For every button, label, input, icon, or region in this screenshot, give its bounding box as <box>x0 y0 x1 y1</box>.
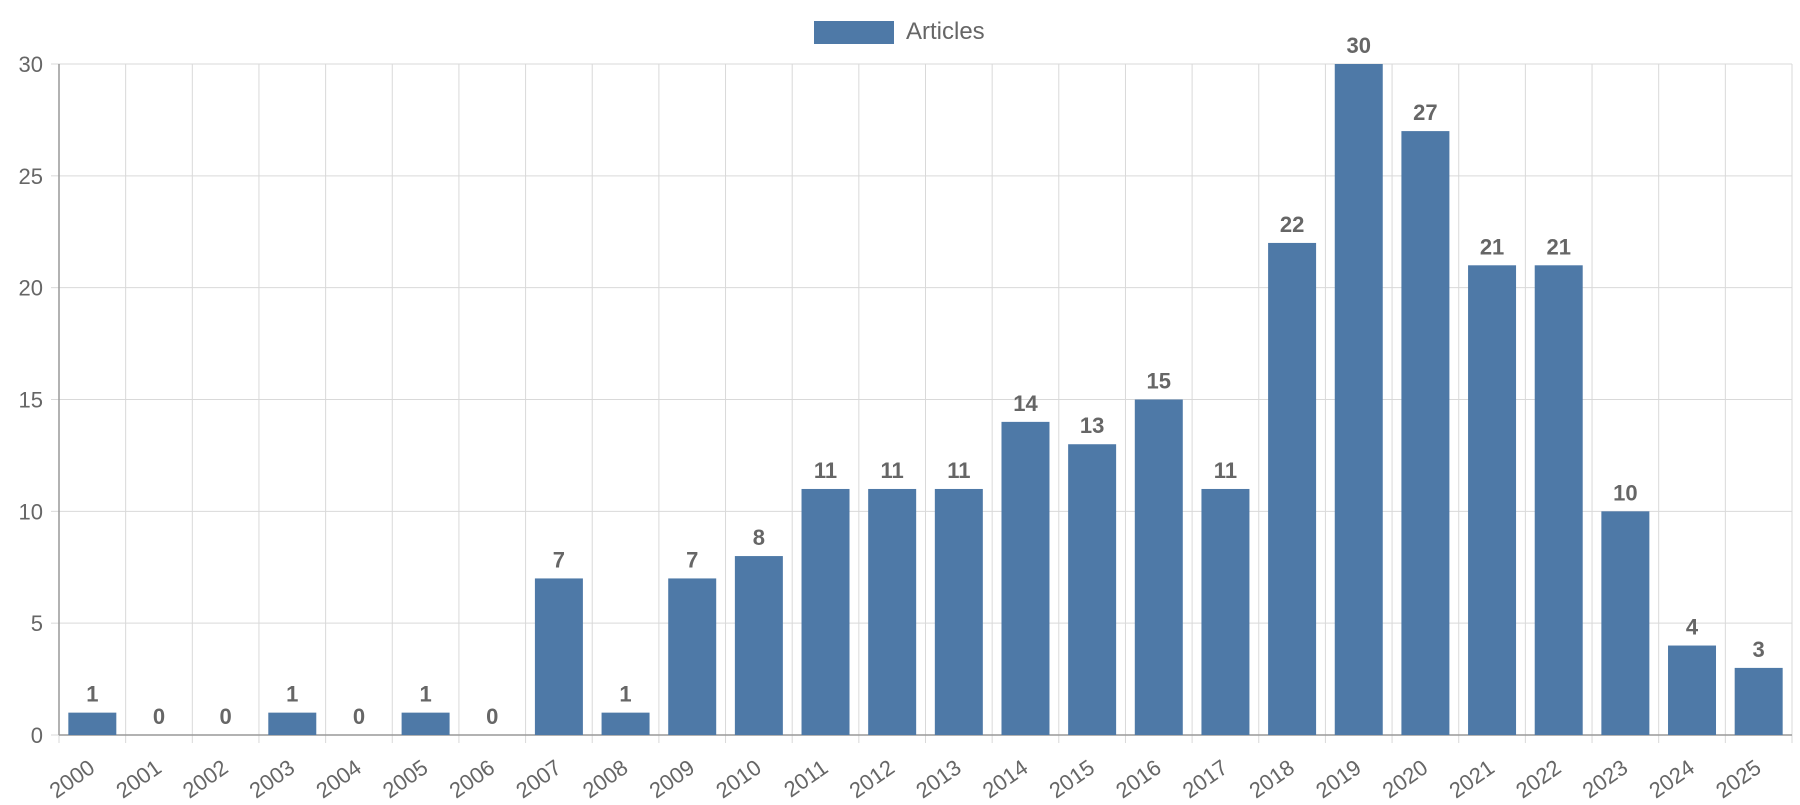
bar-2011 <box>801 488 850 735</box>
bar-2010 <box>734 556 783 735</box>
x-tick-label-2011: 2011 <box>779 755 832 800</box>
bar-2023 <box>1601 511 1650 735</box>
bar-2007 <box>534 578 583 735</box>
data-label-2002: 0 <box>220 704 232 729</box>
data-label-2004: 0 <box>353 704 365 729</box>
x-tick-label-2002: 2002 <box>178 755 232 800</box>
y-tick-label: 10 <box>19 499 43 524</box>
grid-layer <box>51 63 1793 743</box>
x-tick-label-2016: 2016 <box>1111 755 1165 800</box>
data-label-2022: 21 <box>1546 234 1570 259</box>
legend: Articles <box>814 18 985 45</box>
data-label-2013: 11 <box>947 458 970 483</box>
bar-2014 <box>1001 421 1050 735</box>
data-label-2008: 1 <box>619 682 631 707</box>
y-tick-label: 20 <box>19 276 43 301</box>
bar-2025 <box>1734 667 1783 735</box>
legend-label-articles: Articles <box>906 18 985 45</box>
y-tick-label: 5 <box>31 611 43 636</box>
data-label-2001: 0 <box>153 704 165 729</box>
data-label-2015: 13 <box>1080 413 1104 438</box>
y-tick-label: 30 <box>19 52 43 77</box>
bar-2021 <box>1468 265 1517 735</box>
legend-swatch-articles <box>814 21 894 44</box>
data-label-2006: 0 <box>486 704 498 729</box>
x-tick-label-2018: 2018 <box>1245 755 1299 800</box>
y-tick-label: 0 <box>31 723 43 748</box>
data-label-2017: 11 <box>1214 458 1237 483</box>
x-tick-label-2001: 2001 <box>111 755 165 800</box>
x-tick-label-2014: 2014 <box>978 755 1032 800</box>
bar-2008 <box>601 712 650 735</box>
x-tick-label-2015: 2015 <box>1045 755 1099 800</box>
x-tick-label-2012: 2012 <box>845 755 899 800</box>
x-tick-label-2010: 2010 <box>711 755 765 800</box>
data-label-2014: 14 <box>1013 391 1038 416</box>
bar-2018 <box>1268 242 1317 735</box>
data-label-2023: 10 <box>1613 480 1637 505</box>
x-tick-label-2017: 2017 <box>1178 755 1232 800</box>
x-tick-label-2023: 2023 <box>1578 755 1632 800</box>
bar-2013 <box>934 488 983 735</box>
bar-2024 <box>1668 645 1717 735</box>
data-label-2021: 21 <box>1480 234 1504 259</box>
bar-2005 <box>401 712 450 735</box>
data-label-2019: 30 <box>1347 33 1371 58</box>
x-tick-label-2009: 2009 <box>645 755 699 800</box>
x-tick-label-2013: 2013 <box>911 755 965 800</box>
x-tick-label-2025: 2025 <box>1711 755 1765 800</box>
bar-2019 <box>1334 64 1383 735</box>
y-tick-label: 15 <box>19 388 43 413</box>
data-label-2020: 27 <box>1413 100 1437 125</box>
data-label-2009: 7 <box>686 547 698 572</box>
x-tick-label-2022: 2022 <box>1511 755 1565 800</box>
data-label-2016: 15 <box>1147 369 1171 394</box>
x-tick-label-2008: 2008 <box>578 755 632 800</box>
bar-2003 <box>268 712 317 735</box>
x-tick-label-2004: 2004 <box>311 755 365 800</box>
data-label-2005: 1 <box>419 682 431 707</box>
y-tick-label: 25 <box>19 164 43 189</box>
data-label-2007: 7 <box>553 547 565 572</box>
x-tick-label-2003: 2003 <box>245 755 299 800</box>
x-tick-label-2000: 2000 <box>45 755 99 800</box>
x-tick-label-2007: 2007 <box>511 755 565 800</box>
bar-2012 <box>868 488 917 735</box>
x-tick-label-2005: 2005 <box>378 755 432 800</box>
bar-2020 <box>1401 131 1450 736</box>
data-label-2018: 22 <box>1280 212 1304 237</box>
bar-2000 <box>68 712 117 735</box>
data-label-2012: 11 <box>881 458 904 483</box>
data-label-2024: 4 <box>1686 615 1699 640</box>
data-label-2025: 3 <box>1753 637 1765 662</box>
bars-layer <box>68 64 1783 736</box>
data-label-2000: 1 <box>86 682 98 707</box>
x-tick-label-2019: 2019 <box>1311 755 1365 800</box>
data-label-2003: 1 <box>286 682 298 707</box>
bar-2016 <box>1134 399 1183 735</box>
x-tick-label-2020: 2020 <box>1378 755 1432 800</box>
data-label-2010: 8 <box>753 525 765 550</box>
x-tick-label-2024: 2024 <box>1644 755 1698 800</box>
bar-2022 <box>1534 265 1583 735</box>
bar-2015 <box>1068 444 1117 735</box>
bar-2009 <box>668 578 717 735</box>
x-tick-label-2006: 2006 <box>445 755 499 800</box>
bar-2017 <box>1201 488 1250 735</box>
x-tick-label-2021: 2021 <box>1444 755 1498 800</box>
data-label-2011: 11 <box>814 458 837 483</box>
